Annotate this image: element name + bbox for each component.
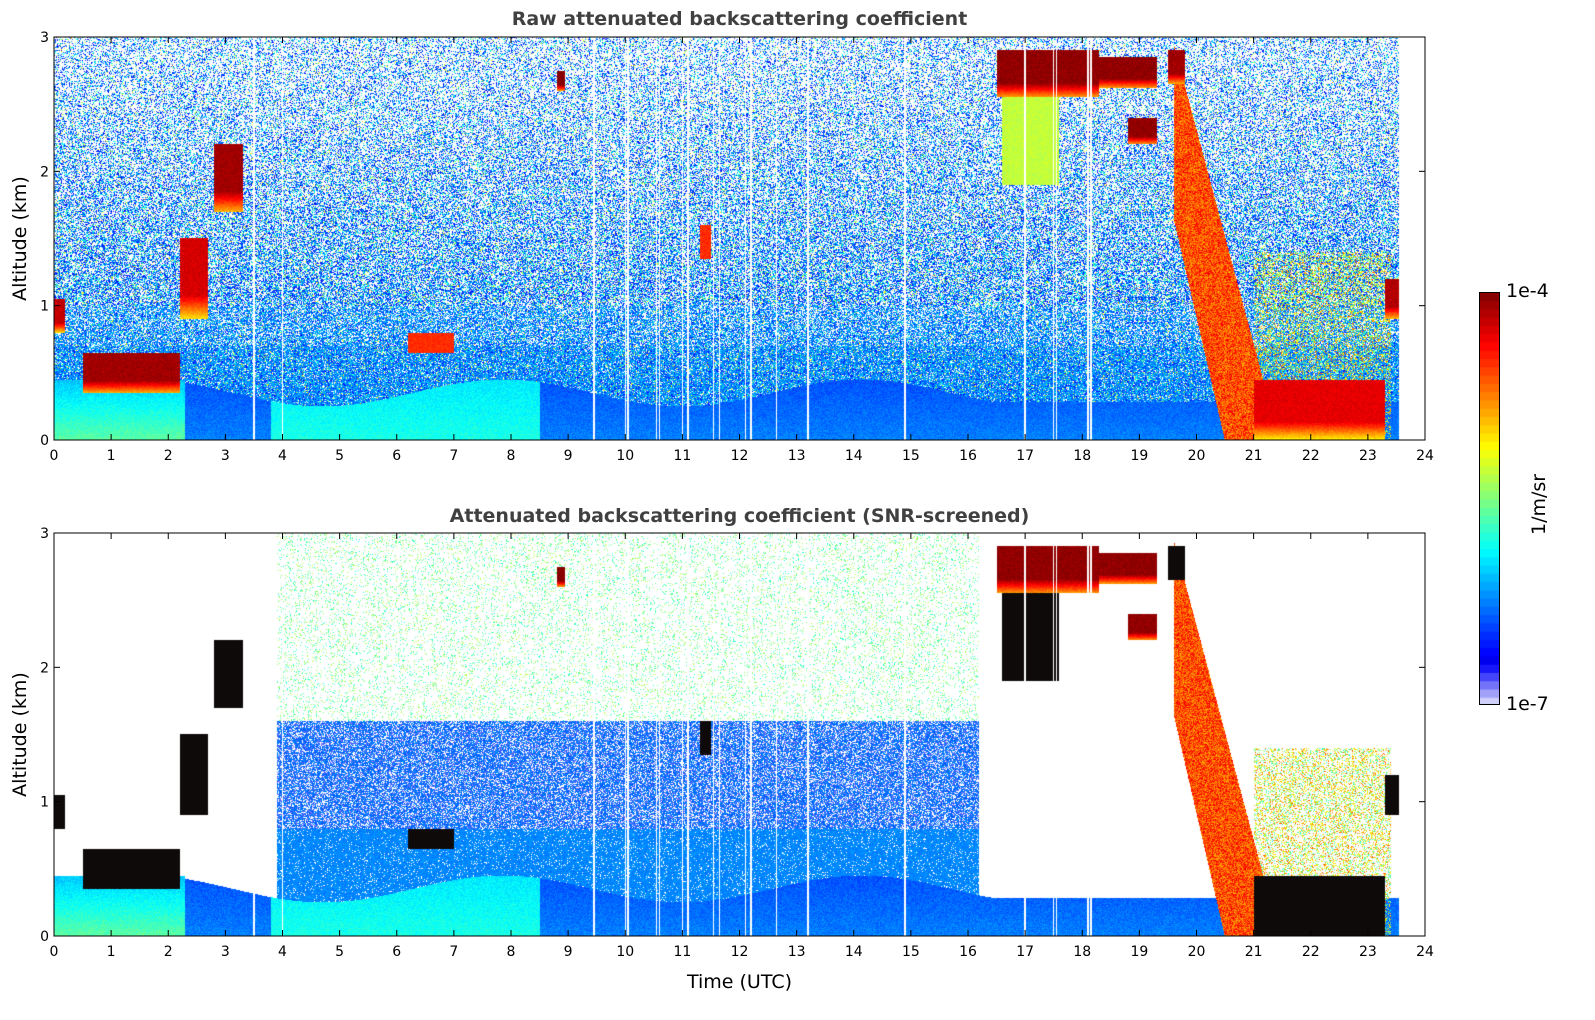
x-tick-label: 15 <box>902 944 920 960</box>
x-tick-label: 3 <box>221 944 230 960</box>
x-tick-label: 24 <box>1416 944 1434 960</box>
x-tick-label: 2 <box>164 944 173 960</box>
x-tick-label: 1 <box>107 944 116 960</box>
x-tick-label: 17 <box>1016 448 1034 464</box>
x-axis-label: Time (UTC) <box>686 971 792 993</box>
x-tick-label: 4 <box>278 448 287 464</box>
screened-backscatter-heatmap <box>54 533 1425 936</box>
x-tick-label: 9 <box>564 448 573 464</box>
top-panel-title: Raw attenuated backscattering coefficien… <box>511 8 968 30</box>
x-tick-label: 19 <box>1130 944 1148 960</box>
x-tick-label: 20 <box>1188 944 1206 960</box>
colorbar-unit-label: 1/m/sr <box>1528 473 1550 535</box>
x-tick-label: 12 <box>731 448 749 464</box>
x-tick-label: 21 <box>1245 448 1263 464</box>
y-tick-label: 1 <box>40 795 49 811</box>
x-tick-label: 3 <box>221 448 230 464</box>
x-tick-label: 20 <box>1188 448 1206 464</box>
x-tick-label: 5 <box>335 448 344 464</box>
x-tick-label: 10 <box>616 944 634 960</box>
y-tick-label: 1 <box>40 299 49 315</box>
y-tick-label: 2 <box>40 164 49 180</box>
x-tick-label: 17 <box>1016 944 1034 960</box>
x-tick-label: 1 <box>107 448 116 464</box>
x-tick-label: 10 <box>616 448 634 464</box>
colorbar-min-label: 1e-7 <box>1506 693 1549 715</box>
y-tick-label: 0 <box>40 929 49 945</box>
x-tick-label: 7 <box>449 944 458 960</box>
x-tick-label: 5 <box>335 944 344 960</box>
x-tick-label: 8 <box>507 448 516 464</box>
x-tick-label: 23 <box>1359 448 1377 464</box>
x-tick-label: 18 <box>1073 944 1091 960</box>
plot-frame <box>53 532 1426 937</box>
x-tick-label: 16 <box>959 944 977 960</box>
y-tick-label: 3 <box>40 526 49 542</box>
x-tick-label: 14 <box>845 944 863 960</box>
x-tick-label: 22 <box>1302 944 1320 960</box>
colorbar-gradient <box>1479 292 1500 705</box>
bottom-panel-title: Attenuated backscattering coefficient (S… <box>449 505 1030 527</box>
x-tick-label: 11 <box>673 448 691 464</box>
x-tick-label: 11 <box>673 944 691 960</box>
x-tick-label: 0 <box>50 944 59 960</box>
plot-frame <box>53 36 1426 441</box>
x-tick-label: 8 <box>507 944 516 960</box>
colorbar-max-label: 1e-4 <box>1506 280 1549 302</box>
x-tick-label: 0 <box>50 448 59 464</box>
x-tick-label: 12 <box>731 944 749 960</box>
x-tick-label: 23 <box>1359 944 1377 960</box>
y-axis-label: Altitude (km) <box>9 672 31 797</box>
x-tick-label: 13 <box>788 944 806 960</box>
colorbar-frame <box>1479 292 1500 705</box>
x-tick-label: 14 <box>845 448 863 464</box>
y-tick-label: 0 <box>40 433 49 449</box>
x-tick-label: 15 <box>902 448 920 464</box>
x-tick-label: 6 <box>392 944 401 960</box>
x-tick-label: 2 <box>164 448 173 464</box>
x-tick-label: 16 <box>959 448 977 464</box>
y-axis-label: Altitude (km) <box>9 176 31 301</box>
x-tick-label: 9 <box>564 944 573 960</box>
x-tick-label: 4 <box>278 944 287 960</box>
x-tick-label: 21 <box>1245 944 1263 960</box>
x-tick-label: 19 <box>1130 448 1148 464</box>
x-tick-label: 6 <box>392 448 401 464</box>
x-tick-label: 22 <box>1302 448 1320 464</box>
y-tick-label: 3 <box>40 30 49 46</box>
x-tick-label: 13 <box>788 448 806 464</box>
x-tick-label: 18 <box>1073 448 1091 464</box>
x-tick-label: 7 <box>449 448 458 464</box>
y-tick-label: 2 <box>40 660 49 676</box>
raw-backscatter-heatmap <box>54 37 1425 440</box>
x-tick-label: 24 <box>1416 448 1434 464</box>
